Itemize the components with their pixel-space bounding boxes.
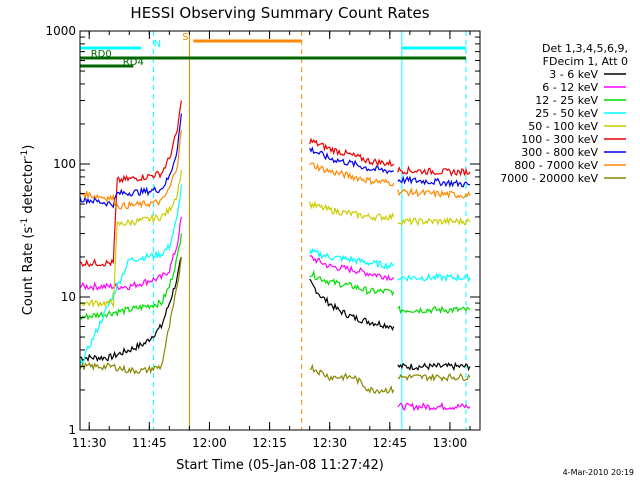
series-line — [309, 200, 395, 222]
series-line — [309, 363, 395, 395]
x-tick-label: 13:00 — [433, 436, 468, 450]
series-line — [309, 146, 394, 175]
series-line — [309, 247, 395, 271]
x-axis-label: Start Time (05-Jan-08 11:27:42) — [176, 458, 384, 473]
series-line — [397, 272, 471, 283]
series-line — [79, 113, 182, 209]
legend-entry-label: 300 - 800 keV — [521, 146, 598, 159]
y-axis-label-sup2: -1 — [20, 150, 30, 159]
y-tick-label: 10 — [61, 290, 76, 304]
timestamp-footer: 4-Mar-2010 20:19 — [563, 468, 634, 477]
flag-label: RD4 — [123, 57, 144, 68]
series-line — [79, 233, 182, 321]
y-axis-label-sup: -1 — [20, 218, 30, 227]
series-line — [397, 216, 471, 227]
series-line — [79, 170, 182, 309]
series-line — [397, 401, 471, 412]
y-axis-label-end: ) — [21, 145, 36, 150]
flag-label: S — [182, 32, 188, 43]
series-line — [79, 256, 182, 375]
x-tick-label: 12:45 — [373, 436, 408, 450]
legend-entry-label: 25 - 50 keV — [535, 107, 598, 120]
series-line — [397, 186, 471, 199]
y-tick-label: 1 — [68, 423, 76, 437]
legend-entry-label: 800 - 7000 keV — [514, 159, 598, 172]
series-line — [397, 361, 471, 372]
x-tick-label: 11:30 — [72, 436, 107, 450]
x-tick-label: 12:30 — [312, 436, 347, 450]
x-axis: 11:30 11:45 12:00 12:15 12:30 12:45 13:00 — [72, 31, 471, 450]
series-line — [309, 137, 395, 168]
legend-entry-label: 12 - 25 keV — [535, 94, 598, 107]
legend: Det 1,3,4,5,6,9, FDecim 1, Att 0 3 - 6 k… — [500, 42, 628, 185]
flag-label: RD0 — [91, 49, 112, 60]
series-line — [309, 278, 395, 331]
y-axis-label-mid: detector — [21, 158, 36, 218]
y-tick-label: 1000 — [45, 24, 76, 38]
series-line — [79, 216, 182, 292]
series-line — [397, 175, 470, 189]
series-line — [79, 184, 182, 366]
x-tick-label: 12:00 — [192, 436, 227, 450]
plot-area: RD0 RD4 N S — [79, 31, 471, 430]
y-tick-label: 100 — [53, 157, 76, 171]
y-axis-label-part: Count Rate (s — [21, 227, 36, 316]
series-line — [397, 305, 471, 315]
legend-header-line-2: FDecim 1, Att 0 — [543, 55, 628, 68]
legend-header-line-1: Det 1,3,4,5,6,9, — [542, 42, 628, 55]
legend-entry-label: 50 - 100 keV — [528, 120, 598, 133]
x-tick-label: 12:15 — [252, 436, 287, 450]
legend-entry-label: 100 - 300 keV — [521, 133, 598, 146]
y-axis-label: Count Rate (s-1 detector-1) — [20, 145, 36, 316]
series-line — [309, 255, 395, 282]
legend-entry-label: 7000 - 20000 keV — [500, 172, 598, 185]
series-line — [309, 162, 395, 187]
series-line — [79, 100, 182, 268]
chart-title: HESSI Observing Summary Count Rates — [130, 4, 429, 22]
series-line — [397, 372, 471, 382]
series-line — [309, 269, 395, 297]
y-axis: 1 10 100 1000 — [45, 24, 480, 437]
x-tick-label: 11:45 — [132, 436, 167, 450]
legend-entry-label: 3 - 6 keV — [549, 68, 598, 81]
legend-entry-label: 6 - 12 keV — [542, 81, 598, 94]
flag-label: N — [154, 39, 161, 50]
series-line — [79, 256, 182, 363]
series-line — [79, 129, 182, 210]
plot-frame — [79, 30, 481, 431]
series-line — [397, 165, 471, 177]
